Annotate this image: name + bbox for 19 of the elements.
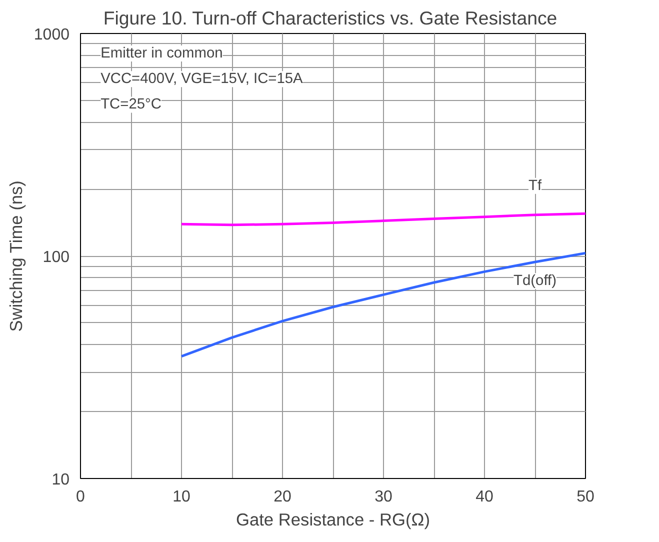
line-series: [180, 252, 586, 358]
annotation: TC=25°C: [100, 96, 162, 113]
line-series: [180, 212, 586, 226]
annotation: VCC=400V, VGE=15V, IC=15A: [100, 71, 304, 88]
series-label: Tf: [528, 178, 542, 194]
x-tick-label: 40: [476, 488, 494, 506]
annotation: Emitter in common: [100, 46, 223, 62]
y-axis-title: Switching Time (ns): [6, 180, 26, 332]
x-axis-title: Gate Resistance - RG(Ω): [236, 510, 430, 530]
series-label: Td(off): [514, 273, 556, 290]
chart-title: Figure 10. Turn-off Characteristics vs. Gate Resistance: [103, 8, 558, 28]
x-tick-label: 10: [172, 488, 190, 506]
x-tick-label: 20: [274, 488, 292, 506]
x-tick-label: 30: [374, 488, 392, 506]
x-tick-label: 50: [576, 488, 594, 506]
y-tick-label: 1000: [34, 26, 70, 44]
y-tick-label: 10: [52, 472, 70, 488]
y-tick-label: 100: [42, 249, 70, 266]
x-tick-label: 0: [76, 488, 86, 506]
